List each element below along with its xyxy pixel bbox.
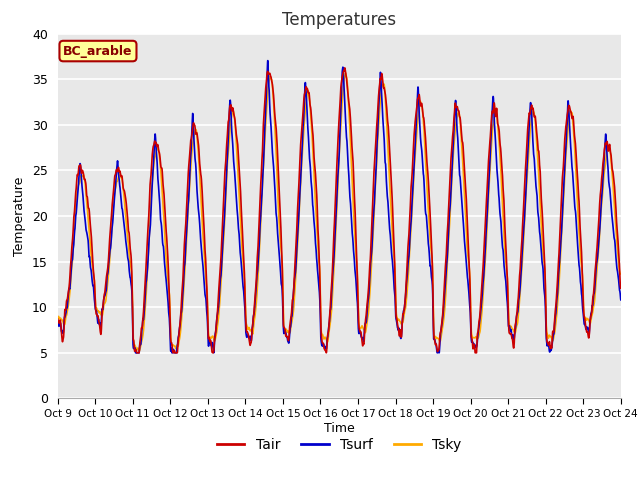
Tsky	[617, 271, 625, 277]
Tair	[617, 285, 625, 291]
Tsurf	[264, 58, 271, 63]
Tsky	[342, 70, 349, 76]
X-axis label: Time: Time	[324, 421, 355, 434]
Tair	[341, 65, 349, 71]
Tsky	[564, 130, 572, 135]
Tsky	[54, 315, 61, 321]
Tsky	[175, 342, 182, 348]
Tair	[564, 110, 572, 116]
Tsurf	[564, 108, 572, 113]
Line: Tsky: Tsky	[58, 73, 621, 351]
Tsurf	[395, 327, 403, 333]
Tsurf	[617, 297, 625, 303]
Tair	[54, 316, 61, 322]
Tsky	[404, 273, 412, 278]
Title: Temperatures: Temperatures	[282, 11, 396, 29]
Tsky	[395, 316, 403, 322]
Line: Tsurf: Tsurf	[58, 60, 621, 353]
Tair	[617, 285, 625, 290]
Text: BC_arable: BC_arable	[63, 45, 132, 58]
Tsky	[136, 348, 143, 354]
Tsurf	[175, 334, 182, 339]
Y-axis label: Temperature: Temperature	[13, 176, 26, 256]
Tsky	[211, 337, 219, 343]
Tsurf	[54, 318, 61, 324]
Tsurf	[404, 258, 412, 264]
Legend: Tair, Tsurf, Tsky: Tair, Tsurf, Tsky	[211, 432, 467, 457]
Tsurf	[211, 332, 219, 338]
Line: Tair: Tair	[58, 68, 621, 353]
Tair	[133, 350, 141, 356]
Tsurf	[617, 296, 625, 302]
Tair	[211, 335, 219, 340]
Tair	[175, 335, 182, 341]
Tsurf	[132, 350, 140, 356]
Tair	[395, 326, 403, 332]
Tsky	[617, 271, 625, 277]
Tair	[404, 240, 412, 246]
